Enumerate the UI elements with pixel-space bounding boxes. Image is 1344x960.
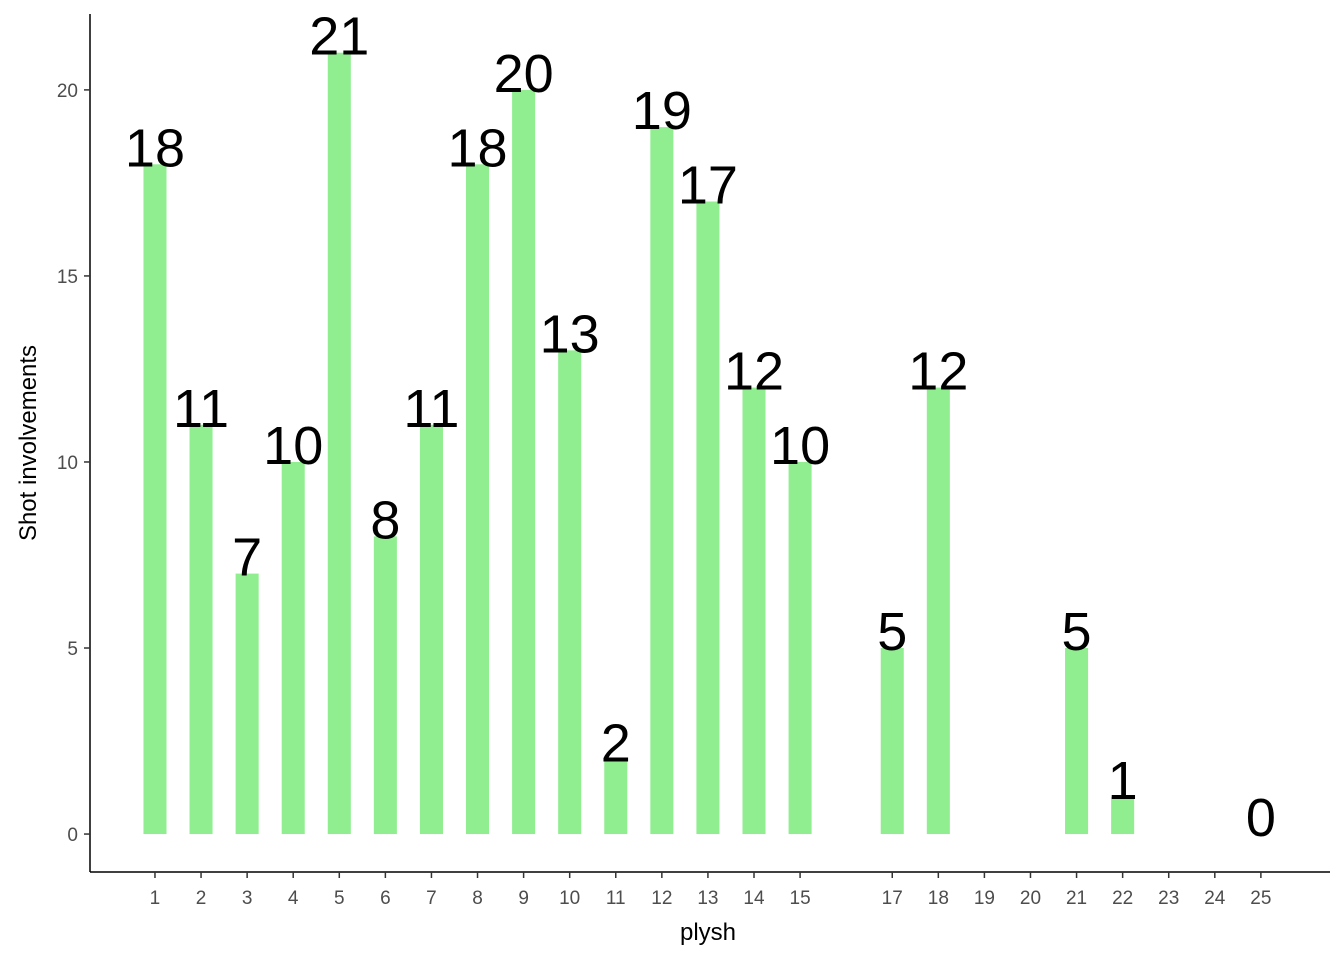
value-label: 11 bbox=[403, 379, 459, 439]
x-tick-label: 23 bbox=[1158, 888, 1179, 909]
value-label: 17 bbox=[678, 156, 738, 216]
value-label: 11 bbox=[173, 379, 229, 439]
value-label: 7 bbox=[232, 528, 262, 588]
x-tick-label: 24 bbox=[1204, 888, 1226, 909]
x-axis-title: plysh bbox=[680, 919, 736, 946]
x-tick-label: 7 bbox=[426, 888, 437, 909]
value-label: 1 bbox=[1108, 751, 1138, 811]
value-label: 0 bbox=[1246, 788, 1276, 848]
x-tick-label: 4 bbox=[288, 888, 299, 909]
bar bbox=[926, 387, 950, 835]
x-tick-label: 10 bbox=[559, 888, 580, 909]
y-axis-title: Shot involvements bbox=[15, 345, 42, 541]
x-tick-label: 12 bbox=[651, 888, 672, 909]
x-tick-label: 1 bbox=[150, 888, 161, 909]
bar bbox=[466, 164, 490, 835]
x-tick-label: 13 bbox=[697, 888, 718, 909]
y-tick-label: 20 bbox=[57, 81, 78, 102]
value-label: 10 bbox=[263, 416, 323, 476]
bar bbox=[880, 648, 904, 835]
y-tick-label: 10 bbox=[57, 453, 78, 474]
value-label: 13 bbox=[540, 304, 600, 364]
y-tick-label: 15 bbox=[57, 267, 78, 288]
value-label: 8 bbox=[370, 490, 400, 550]
bar bbox=[1111, 796, 1135, 835]
x-tick-label: 2 bbox=[196, 888, 207, 909]
x-tick-label: 19 bbox=[974, 888, 995, 909]
bar bbox=[1065, 648, 1089, 835]
bar bbox=[742, 387, 766, 835]
y-tick-label: 5 bbox=[67, 639, 78, 660]
x-tick-label: 5 bbox=[334, 888, 345, 909]
value-label: 19 bbox=[632, 81, 692, 141]
bar bbox=[281, 461, 305, 835]
y-tick-label: 0 bbox=[67, 825, 78, 846]
x-tick-label: 21 bbox=[1066, 888, 1087, 909]
value-label: 2 bbox=[601, 714, 631, 774]
x-tick-label: 18 bbox=[928, 888, 949, 909]
x-tick-label: 25 bbox=[1250, 888, 1271, 909]
value-label: 12 bbox=[724, 342, 784, 402]
bar bbox=[143, 164, 167, 835]
x-tick-label: 17 bbox=[882, 888, 903, 909]
value-label: 10 bbox=[770, 416, 830, 476]
bar bbox=[512, 89, 536, 835]
x-tick-label: 9 bbox=[518, 888, 529, 909]
bar bbox=[235, 573, 259, 835]
value-label: 5 bbox=[877, 602, 907, 662]
x-tick-label: 14 bbox=[743, 888, 765, 909]
bar bbox=[558, 350, 582, 835]
value-label: 20 bbox=[494, 44, 554, 104]
x-tick-label: 22 bbox=[1112, 888, 1133, 909]
bar bbox=[373, 536, 397, 835]
bar bbox=[604, 759, 628, 835]
bar bbox=[327, 52, 351, 835]
value-label: 12 bbox=[908, 342, 968, 402]
bar bbox=[189, 424, 213, 835]
bar bbox=[696, 201, 720, 835]
x-tick-label: 15 bbox=[790, 888, 811, 909]
value-label: 21 bbox=[309, 7, 369, 67]
bar bbox=[419, 424, 443, 835]
value-label: 18 bbox=[125, 118, 185, 178]
value-label: 18 bbox=[447, 118, 507, 178]
bar bbox=[788, 461, 812, 835]
x-tick-label: 11 bbox=[606, 888, 626, 909]
x-tick-label: 8 bbox=[472, 888, 483, 909]
value-label: 5 bbox=[1062, 602, 1092, 662]
x-tick-label: 3 bbox=[242, 888, 253, 909]
x-tick-label: 6 bbox=[380, 888, 391, 909]
bar bbox=[650, 127, 674, 835]
x-tick-label: 20 bbox=[1020, 888, 1041, 909]
